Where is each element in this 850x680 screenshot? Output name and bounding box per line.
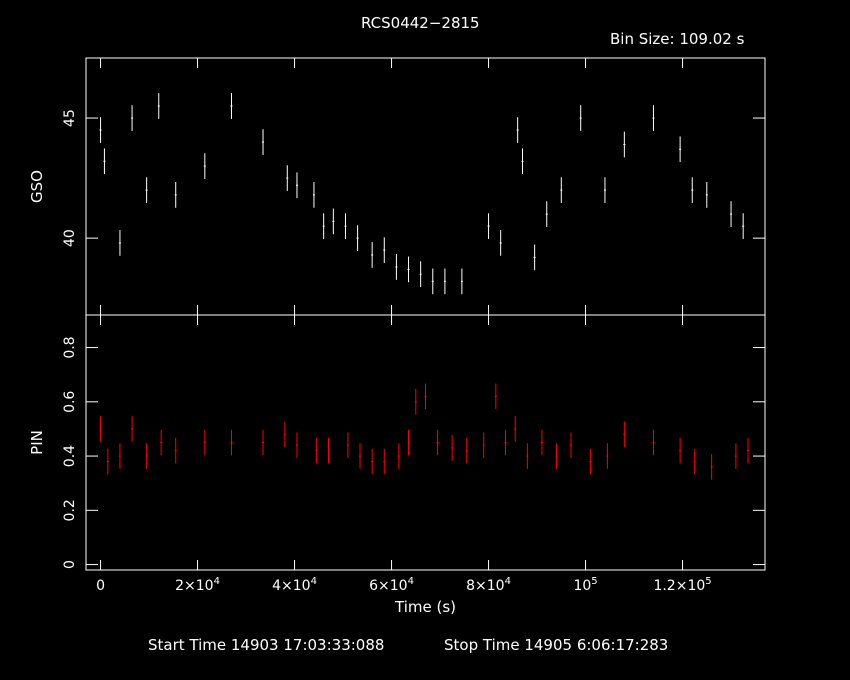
time-tick-label: 105 [573,576,597,594]
gso-ytick-label: 40 [62,229,78,247]
time-axis-label: Time (s) [394,598,456,616]
pin-panel: 0 0.2 0.4 0.6 0.8 PIN [28,314,766,571]
pin-ytick-label: 0.8 [62,336,78,358]
time-tick-label: 1.2×105 [653,576,711,594]
stop-time-label: Stop Time 14905 6:06:17:283 [444,636,669,654]
bin-size-label: Bin Size: 109.02 s [610,30,745,48]
time-tick-label: 2×104 [175,576,220,594]
pin-ytick-label: 0.6 [62,391,78,413]
chart-title: RCS0442−2815 [361,14,480,32]
gso-frame [85,57,766,316]
gso-ylabel: GSO [28,170,46,203]
time-tick-label: 4×104 [272,576,317,594]
time-tick-label: 6×104 [369,576,414,594]
time-tick-label: 8×104 [466,576,511,594]
time-tick-label: 0 [96,578,105,594]
time-axis: 0 2×104 4×104 6×104 8×104 105 1.2×105 Time (s) [96,576,712,616]
pin-ytick-label: 0.2 [62,499,78,521]
pin-frame [85,314,766,571]
pin-ytick-label: 0 [62,560,78,569]
start-time-label: Start Time 14903 17:03:33:088 [148,636,385,654]
gso-panel: 40 45 GSO [28,57,766,316]
gso-ytick-label: 45 [62,109,78,127]
pin-ylabel: PIN [28,430,46,455]
pin-ytick-label: 0.4 [62,445,78,467]
